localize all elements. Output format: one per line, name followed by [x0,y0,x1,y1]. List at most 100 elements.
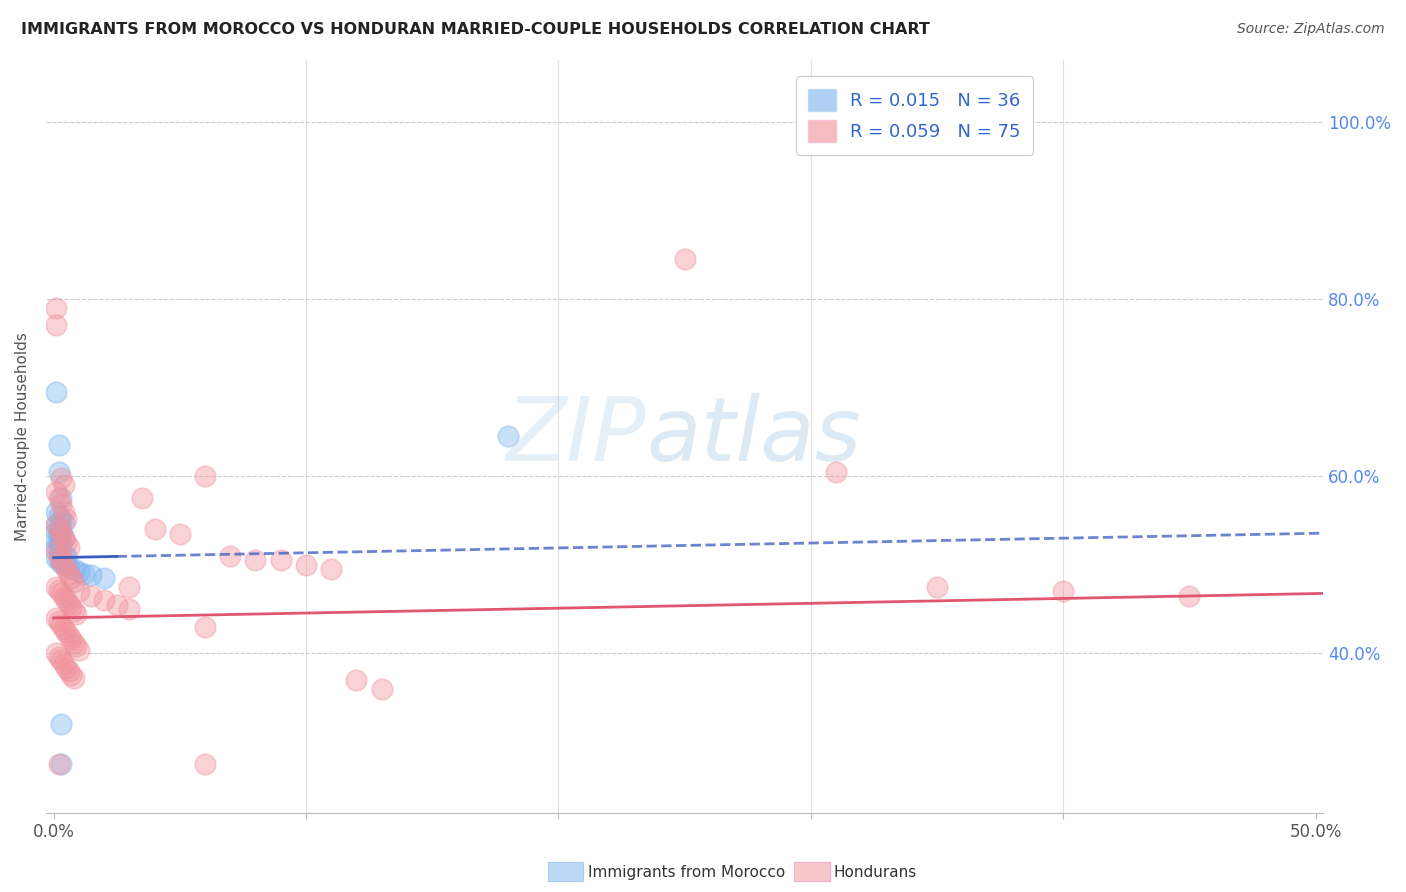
Point [55,593,77,607]
Point [60,632,83,647]
Point [52,505,75,519]
Point [49,529,72,543]
Point [45,550,67,565]
Point [49,544,72,558]
Point [48,491,70,506]
Point [49,553,72,567]
Point [1178,589,1201,603]
Point [49,556,72,570]
Point [194,757,217,772]
Point [65,640,87,654]
Point [48,526,70,541]
Point [52,622,75,636]
Point [346,673,368,687]
Point [49,538,72,552]
Point [62,636,84,650]
Point [131,491,153,506]
Point [105,598,128,612]
Point [45,611,67,625]
Point [55,535,77,549]
Point [48,522,70,536]
Point [194,620,217,634]
Point [49,471,72,485]
Point [60,600,83,615]
Y-axis label: Married-couple Households: Married-couple Households [15,332,30,541]
Point [52,478,75,492]
Point [48,535,70,549]
Point [62,562,84,576]
Point [55,562,77,576]
Point [49,498,72,512]
Point [55,549,77,563]
Point [673,252,696,266]
Text: Hondurans: Hondurans [834,865,917,880]
Point [62,604,84,618]
Point [49,586,72,600]
Point [1052,584,1074,599]
Point [45,384,67,399]
Point [49,513,72,527]
Point [370,681,392,696]
Point [118,602,141,616]
Point [45,505,67,519]
Text: Immigrants from Morocco: Immigrants from Morocco [588,865,785,880]
Legend: R = 0.015   N = 36, R = 0.059   N = 75: R = 0.015 N = 36, R = 0.059 N = 75 [796,76,1033,154]
Point [45,580,67,594]
Point [67,643,90,657]
Point [925,580,948,594]
Point [48,582,70,597]
Point [45,540,67,554]
Point [48,541,70,556]
Point [194,469,217,483]
Point [48,508,70,523]
Point [67,565,90,579]
Point [48,549,70,563]
Point [58,629,80,643]
Point [52,531,75,545]
Point [58,559,80,574]
Text: Source: ZipAtlas.com: Source: ZipAtlas.com [1237,22,1385,37]
Point [321,562,343,576]
Point [52,515,75,529]
Point [60,667,83,681]
Point [169,526,191,541]
Point [52,531,75,545]
Point [93,593,115,607]
Point [49,717,72,731]
Point [48,465,70,479]
Point [45,517,67,532]
Point [49,653,72,667]
Point [73,566,96,581]
Point [219,549,242,563]
Point [45,301,67,315]
Point [49,522,72,536]
Point [52,590,75,604]
Point [62,575,84,590]
Text: IMMIGRANTS FROM MOROCCO VS HONDURAN MARRIED-COUPLE HOUSEHOLDS CORRELATION CHART: IMMIGRANTS FROM MOROCCO VS HONDURAN MARR… [21,22,929,37]
Point [55,511,77,525]
Point [295,558,318,572]
Point [55,660,77,674]
Point [49,757,72,772]
Point [80,568,103,582]
Point [245,553,267,567]
Point [45,485,67,500]
Point [49,618,72,632]
Point [52,657,75,671]
Point [58,664,80,678]
Point [65,607,87,622]
Point [62,671,84,685]
Point [45,524,67,538]
Point [67,584,90,599]
Point [45,517,67,532]
Point [58,540,80,554]
Text: atlas: atlas [647,393,860,479]
Point [52,547,75,561]
Point [48,438,70,452]
Point [270,553,292,567]
Point [48,757,70,772]
Point [825,465,848,479]
Point [93,571,115,585]
Point [45,544,67,558]
Point [55,625,77,640]
